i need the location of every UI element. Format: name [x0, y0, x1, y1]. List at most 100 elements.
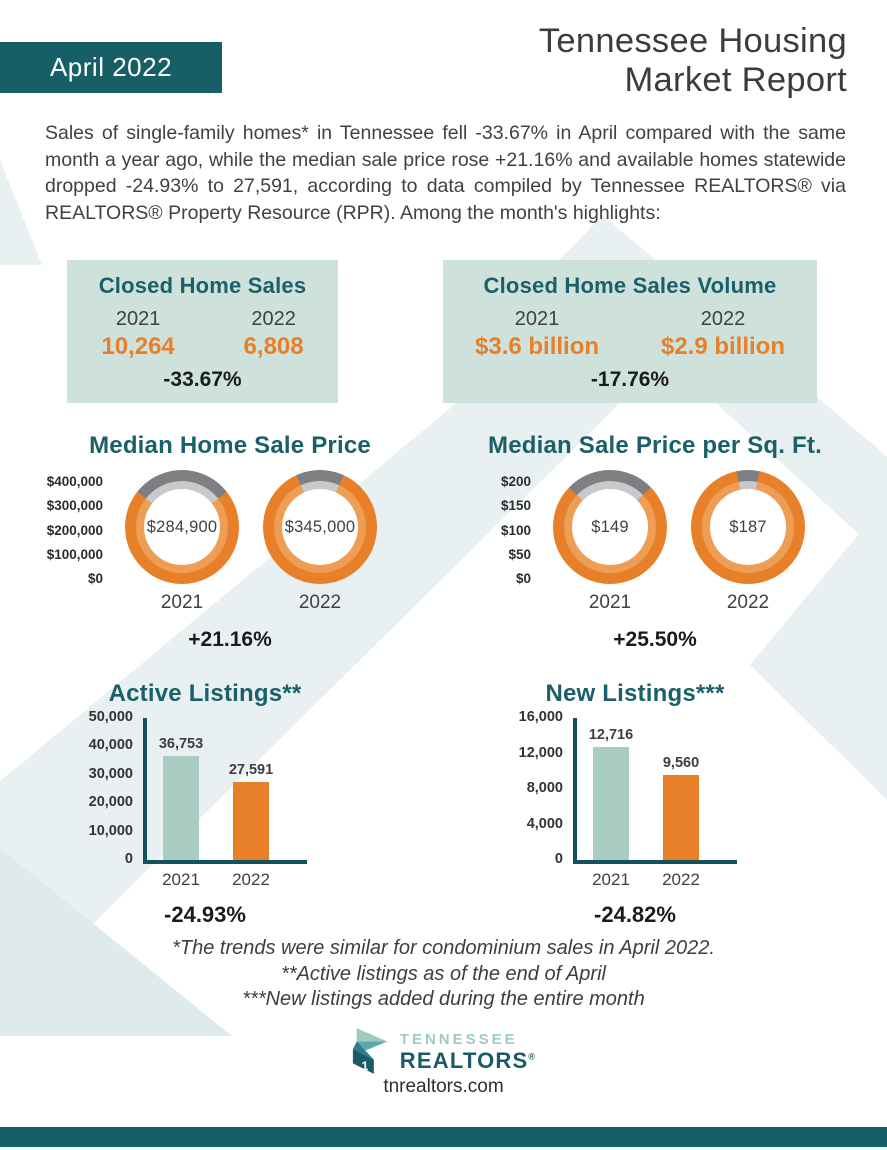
donut-2021: $149 2021 — [541, 470, 679, 614]
stat-columns: 2021 10,264 2022 6,808 — [67, 308, 338, 361]
y-axis-tick: $400,000 — [46, 474, 103, 489]
page-title-line1: Tennessee Housing — [538, 22, 847, 60]
year-label: 2021 — [160, 592, 204, 613]
stat-col-2021: 2021 10,264 — [101, 308, 174, 361]
bar-group-2021: 12,716 — [589, 718, 633, 860]
bar-value-label: 36,753 — [158, 735, 204, 752]
bar-2021 — [163, 755, 199, 860]
y-axis-tick: 50,000 — [88, 709, 133, 725]
change-percentage: -17.76% — [590, 368, 670, 391]
change-percentage: -33.67% — [163, 368, 242, 391]
chart-title: New Listings*** — [545, 680, 725, 707]
year-label: 2021 — [115, 308, 161, 330]
y-axis-tick: $150 — [500, 498, 531, 514]
plot-area: 36,753 27,591 — [143, 718, 307, 864]
year-label: 2021 — [588, 592, 632, 613]
new-listings-chart: New Listings*** 16,000 12,000 8,000 4,000 0 … — [470, 680, 800, 928]
donut-gauge: $149 — [553, 470, 667, 584]
donut-row: $400,000 $300,000 $200,000 $100,000 $0 $284,… — [45, 470, 415, 614]
donut-value: $187 — [729, 517, 767, 536]
footnotes: *The trends were similar for condominium… — [0, 936, 887, 1013]
change-percentage: -24.82% — [594, 902, 676, 927]
stat-value: $3.6 billion — [475, 333, 600, 360]
bar-group-2022: 9,560 — [663, 718, 699, 860]
year-label: 2022 — [298, 592, 342, 613]
chart-title: Active Listings** — [108, 680, 302, 707]
donut-value: $284,900 — [146, 517, 218, 536]
y-axis-tick: 10,000 — [88, 822, 133, 839]
page-title-line2: Market Report — [624, 60, 847, 99]
donut-2022: $187 2022 — [679, 470, 817, 614]
date-badge: April 2022 — [0, 42, 222, 93]
y-axis-tick: 0 — [124, 851, 133, 867]
stat-col-2021: 2021 $3.6 billion — [475, 308, 599, 361]
y-axis-tick: $200 — [500, 474, 531, 489]
stat-columns: 2021 $3.6 billion 2022 $2.9 billion — [443, 308, 817, 361]
y-axis-tick: 16,000 — [518, 709, 563, 725]
median-home-sale-price-chart: Median Home Sale Price $400,000 $300,000 $… — [45, 432, 415, 652]
stat-box-title: Closed Home Sales Volume — [483, 273, 777, 298]
footnote-line: ***New listings added during the entire … — [242, 988, 645, 1011]
stat-value: $2.9 billion — [660, 333, 785, 360]
chart-body: 50,000 40,000 30,000 20,000 10,000 0 36,753 2… — [40, 709, 370, 867]
bar-value-label: 12,716 — [588, 727, 634, 744]
median-sale-price-per-sqft-chart: Median Sale Price per Sq. Ft. $200 $150 $1… — [465, 432, 845, 652]
y-axis-labels: $400,000 $300,000 $200,000 $100,000 $0 — [45, 474, 113, 586]
stat-col-2022: 2022 6,808 — [244, 308, 304, 361]
change-percentage: +21.16% — [188, 628, 272, 651]
website-url: tnrealtors.com — [383, 1076, 504, 1097]
svg-text:1: 1 — [361, 1059, 368, 1073]
stat-box-title: Closed Home Sales — [98, 273, 307, 298]
logo-wordmark: TENNESSEE REALTORS® — [400, 1028, 536, 1073]
y-axis-tick: 8,000 — [526, 780, 563, 796]
y-axis-tick: $100,000 — [46, 546, 103, 562]
bar-2022 — [663, 775, 699, 860]
year-label: 2022 — [700, 308, 746, 330]
tennessee-realtors-logo: 1 TENNESSEE REALTORS® — [0, 1028, 887, 1074]
donut-gauge: $284,900 — [125, 470, 239, 584]
plot-area: 12,716 9,560 — [573, 718, 737, 864]
x-axis-label: 2021 — [162, 870, 200, 889]
donut-gauge: $187 — [691, 470, 805, 584]
year-label: 2022 — [726, 592, 770, 613]
change-percentage: +25.50% — [613, 628, 697, 651]
realtors-arrow-logo-icon: 1 — [352, 1028, 387, 1074]
chart-title: Median Sale Price per Sq. Ft. — [488, 432, 822, 459]
y-axis-labels: 50,000 40,000 30,000 20,000 10,000 0 — [40, 709, 143, 867]
footnote-line: **Active listings as of the end of April — [281, 962, 606, 985]
y-axis-tick: 20,000 — [88, 794, 133, 811]
bar-2021 — [593, 747, 629, 860]
stat-value: 6,808 — [243, 333, 304, 360]
y-axis-tick: 4,000 — [526, 815, 563, 832]
closed-home-sales-box: Closed Home Sales 2021 10,264 2022 6,808… — [67, 260, 338, 403]
year-label: 2021 — [514, 308, 560, 330]
footer-bar — [0, 1127, 887, 1147]
stat-value: 10,264 — [101, 333, 175, 360]
donut-row: $200 $150 $100 $50 $0 $149 2021 $187 2022 — [465, 470, 845, 614]
chart-body: 16,000 12,000 8,000 4,000 0 12,716 9,560 — [470, 709, 800, 867]
x-axis-label: 2022 — [662, 870, 700, 889]
y-axis-tick: $100 — [500, 522, 531, 538]
y-axis-tick: $50 — [508, 546, 531, 562]
y-axis-tick: 40,000 — [88, 737, 133, 754]
donut-gauge: $345,000 — [263, 470, 377, 584]
footnote-line: *The trends were similar for condominium… — [172, 937, 715, 959]
bar-group-2022: 27,591 — [229, 718, 273, 860]
y-axis-labels: 16,000 12,000 8,000 4,000 0 — [470, 709, 573, 867]
donut-2021: $284,900 2021 — [113, 470, 251, 614]
logo-realtors-text: REALTORS® — [399, 1047, 537, 1073]
bar-group-2021: 36,753 — [159, 718, 203, 860]
intro-paragraph: Sales of single-family homes* in Tenness… — [45, 122, 846, 225]
y-axis-tick: $0 — [515, 571, 531, 586]
year-label: 2022 — [251, 308, 296, 330]
donut-hole: $284,900 — [144, 489, 220, 565]
y-axis-tick: 12,000 — [518, 744, 563, 761]
donut-value: $345,000 — [284, 517, 356, 536]
active-listings-chart: Active Listings** 50,000 40,000 30,000 20,0… — [40, 680, 370, 928]
y-axis-tick: $300,000 — [46, 498, 103, 514]
x-axis-labels: 2021 2022 — [577, 870, 737, 894]
closed-home-sales-volume-box: Closed Home Sales Volume 2021 $3.6 billi… — [443, 260, 817, 403]
y-axis-tick: $200,000 — [46, 522, 103, 538]
donut-hole: $149 — [572, 489, 648, 565]
